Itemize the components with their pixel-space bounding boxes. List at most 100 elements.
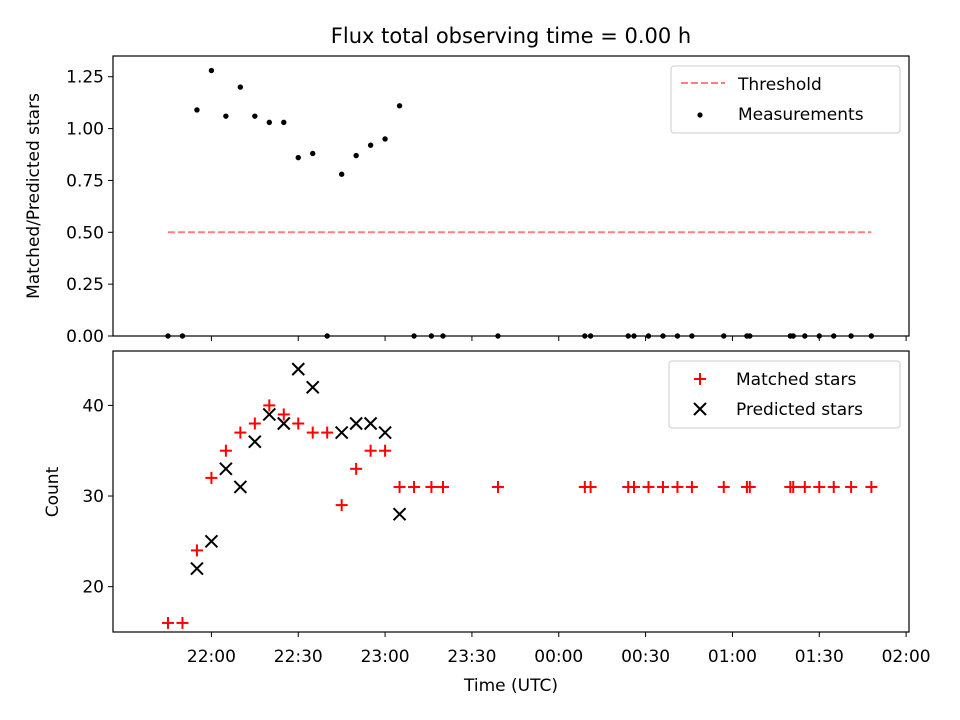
measurement-point: [295, 154, 301, 161]
predicted-star-point: [219, 462, 233, 476]
measurement-point: [252, 113, 258, 119]
predicted-star-point: [291, 362, 305, 376]
measurement-point: [310, 150, 316, 157]
matched-star-point: [190, 544, 203, 557]
measurement-point: [382, 136, 388, 142]
matched-star-point: [813, 480, 826, 493]
legend-predicted-label: Predicted stars: [736, 400, 863, 420]
count-x-tick-label: 22:30: [274, 647, 323, 667]
matched-star-point: [491, 480, 504, 493]
count-panel-frame: [112, 350, 910, 633]
matched-star-point: [248, 417, 261, 430]
ratio-y-tick-label: 1.25: [66, 68, 104, 88]
count-panel: 20 30 40 22:00 22:30 23:00 23:30 00:00 00:30 01:…: [43, 350, 931, 696]
matched-star-point: [234, 426, 247, 439]
matched-star-point: [335, 499, 348, 512]
legend-matched-swatch: [694, 373, 706, 385]
ratio-y-tick-label: 0.00: [66, 327, 104, 347]
predicted-star-point: [277, 416, 291, 431]
ratio-x-axis: [210, 336, 907, 341]
measurement-point: [194, 107, 200, 113]
measurement-point: [237, 84, 244, 90]
ratio-legend: Threshold Measurements: [670, 65, 901, 134]
count-x-tick-label: 00:00: [534, 647, 583, 667]
matched-star-point: [865, 480, 878, 493]
matched-star-point: [205, 471, 218, 484]
measurement-point: [266, 119, 273, 126]
predicted-star-point: [392, 507, 407, 521]
measurement-point: [367, 142, 374, 148]
predicted-star-point: [334, 425, 349, 440]
predicted-star-point: [306, 380, 320, 394]
predicted-star-point: [363, 416, 378, 431]
count-x-tick-label: 01:00: [708, 647, 757, 667]
legend-measurements-swatch: [697, 112, 703, 118]
legend-matched-label: Matched stars: [736, 370, 856, 390]
count-x-tick-label: 22:00: [187, 647, 236, 667]
ratio-panel: 0.00 0.25 0.50 0.75 1.00 1.25 Matched/Predict…: [24, 55, 910, 347]
figure-title: Flux total observing time = 0.00 h: [331, 24, 691, 48]
matched-star-point: [436, 480, 449, 493]
count-x-tick-label: 01:30: [795, 647, 844, 667]
ratio-y-tick-label: 1.00: [66, 120, 104, 140]
matched-star-point: [827, 480, 840, 493]
matched-star-point: [219, 444, 232, 457]
predicted-star-point: [378, 425, 392, 440]
ratio-y-axis-label: Matched/Predicted stars: [24, 93, 44, 299]
count-y-tick-label: 30: [82, 487, 104, 507]
predicted-star-point: [262, 407, 277, 422]
matched-star-point: [263, 399, 276, 412]
measurement-point: [353, 152, 359, 159]
count-y-axis-label: Count: [43, 466, 63, 517]
count-legend: Matched stars Predicted stars: [668, 360, 901, 429]
count-legend-box: [668, 360, 901, 429]
predicted-star-point: [349, 416, 363, 431]
matched-star-point: [277, 408, 290, 421]
matched-star-point: [584, 480, 597, 493]
predicted-star-point: [233, 480, 248, 494]
ratio-y-tick-label: 0.25: [66, 275, 104, 295]
matched-star-point: [292, 417, 305, 430]
measurement-point: [208, 67, 215, 74]
matched-star-point: [656, 480, 669, 493]
count-x-axis-label: Time (UTC): [463, 676, 558, 696]
matched-star-point: [717, 480, 730, 493]
count-panel-marks: [161, 362, 878, 629]
matched-star-point: [425, 480, 438, 493]
predicted-star-point: [204, 534, 219, 549]
matched-star-point: [685, 480, 698, 493]
measurement-point: [338, 171, 345, 177]
ratio-y-tick-label: 0.50: [66, 223, 104, 243]
measurement-point: [281, 119, 287, 126]
matched-star-point: [176, 616, 189, 629]
count-x-axis: 22:00 22:30 23:00 23:30 00:00 00:30 01:00 01:30…: [187, 632, 931, 667]
measurement-point: [223, 113, 229, 119]
ratio-y-tick-label: 0.75: [66, 171, 104, 191]
matched-star-point: [306, 426, 319, 439]
count-y-tick-label: 20: [82, 578, 104, 598]
legend-threshold-label: Threshold: [737, 75, 822, 95]
ratio-legend-box: [670, 65, 901, 134]
measurement-point: [396, 103, 403, 109]
ratio-panel-marks: [165, 67, 875, 339]
legend-predicted-swatch: [693, 402, 707, 416]
legend-measurements-label: Measurements: [738, 105, 864, 125]
matched-star-point: [628, 480, 641, 493]
matched-star-point: [321, 426, 334, 439]
matched-star-point: [671, 480, 684, 493]
matched-star-point: [364, 444, 377, 457]
matched-star-point: [743, 480, 756, 493]
count-x-tick-label: 23:30: [447, 647, 496, 667]
matched-star-point: [845, 480, 858, 493]
matched-star-point: [798, 480, 811, 493]
matched-star-point: [408, 480, 421, 493]
matched-star-point: [379, 444, 392, 457]
count-x-tick-label: 23:00: [361, 647, 410, 667]
predicted-star-point: [190, 561, 204, 576]
count-x-tick-label: 00:30: [621, 647, 670, 667]
count-y-axis: 20 30 40: [82, 396, 113, 598]
ratio-y-axis: 0.00 0.25 0.50 0.75 1.00 1.25: [66, 68, 113, 347]
ratio-panel-frame: [112, 55, 910, 337]
count-y-tick-label: 40: [82, 396, 104, 416]
